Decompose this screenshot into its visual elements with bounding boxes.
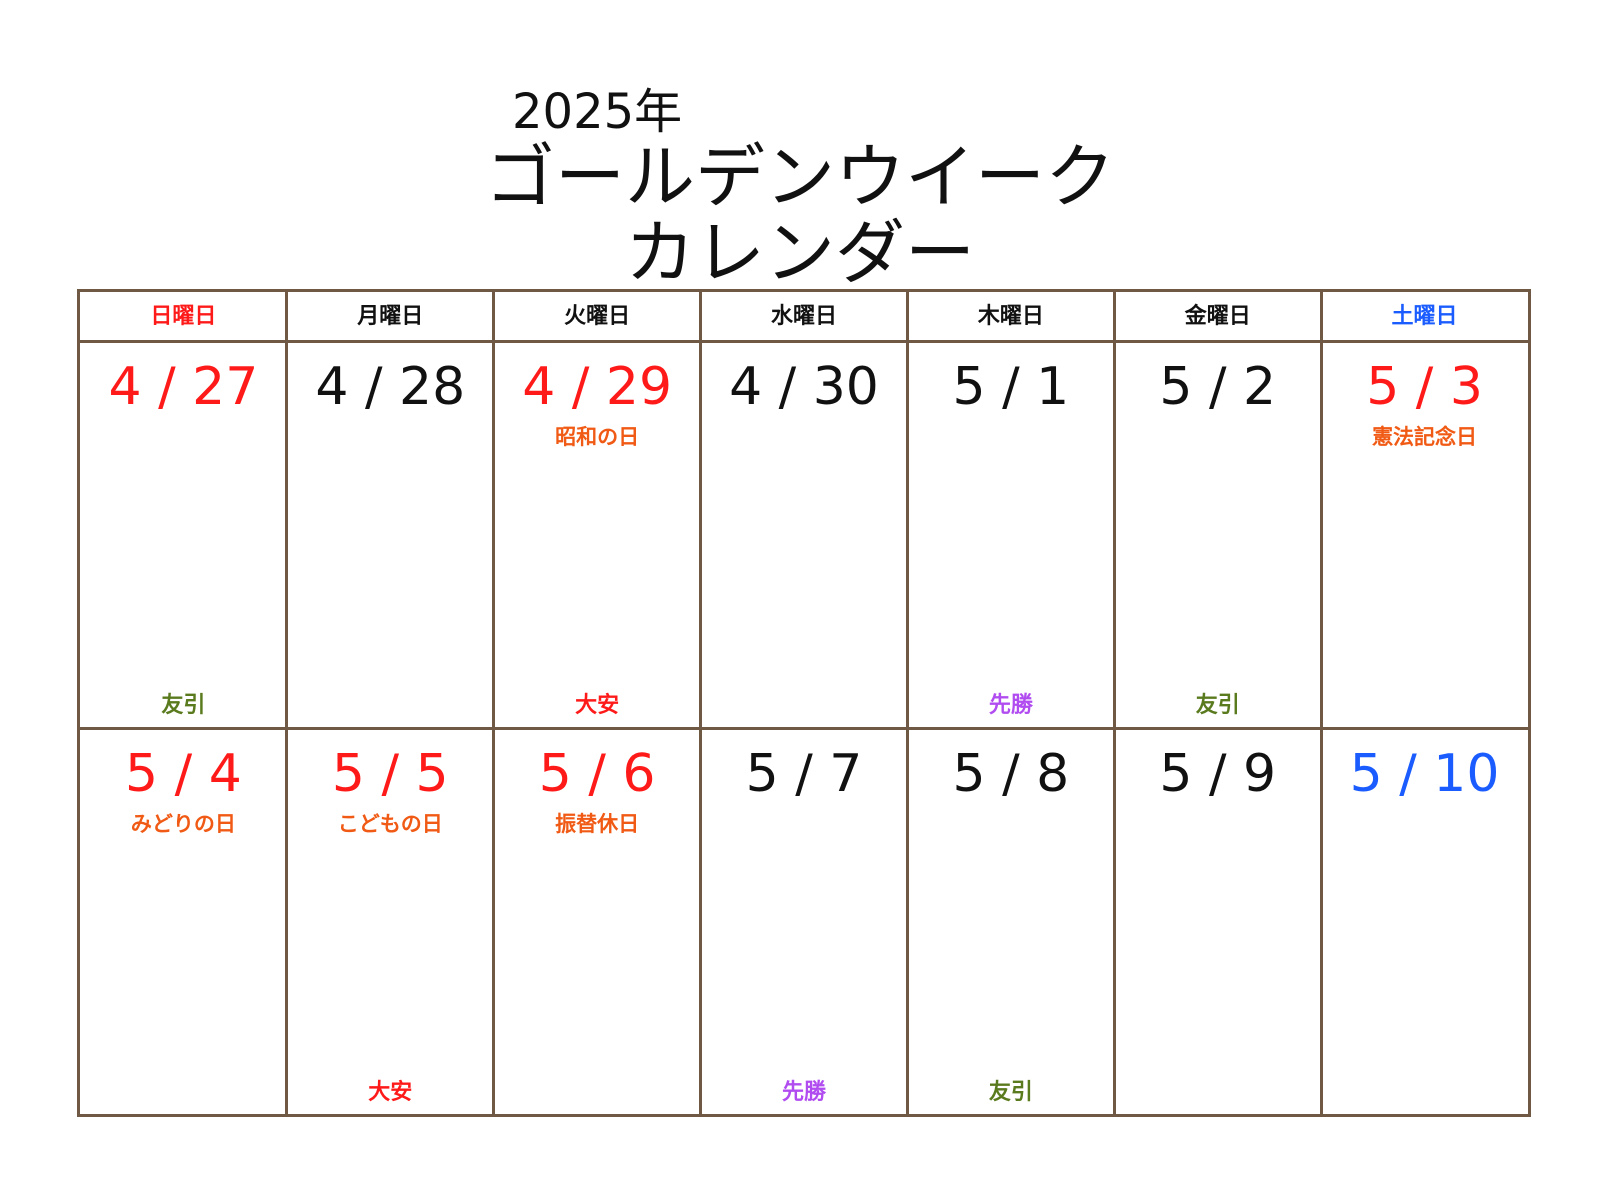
- calendar-title-line2: カレンダー: [625, 212, 975, 294]
- weekday-header: 土曜日: [1391, 304, 1458, 329]
- calendar-grid: 日曜日 月曜日 火曜日 水曜日 木曜日 金曜日 土曜日 4 / 27 友引 4 / 28 4 / 2…: [77, 289, 1531, 1117]
- holiday-name: 昭和の日: [555, 425, 640, 449]
- grid-hline: [80, 727, 1528, 730]
- rokuyo-label: 友引: [1195, 693, 1240, 718]
- rokuyo-label: 先勝: [781, 1080, 826, 1105]
- day-date: 5 / 2: [1159, 357, 1277, 417]
- day-cell: 5 / 8 友引: [907, 730, 1114, 1114]
- weekday-header: 月曜日: [357, 304, 424, 329]
- day-date: 5 / 6: [538, 744, 656, 804]
- day-cell: 5 / 1 先勝: [907, 343, 1114, 727]
- grid-vline: [492, 292, 496, 1114]
- rokuyo-label: 大安: [575, 693, 620, 718]
- day-date: 5 / 4: [125, 744, 242, 804]
- day-date: 4 / 30: [729, 357, 879, 417]
- weekday-header: 水曜日: [770, 304, 837, 329]
- day-date: 4 / 28: [315, 357, 466, 417]
- day-date: 4 / 29: [522, 357, 673, 417]
- day-cell: 5 / 4 みどりの日: [80, 730, 287, 1114]
- day-cell: 4 / 28: [287, 343, 494, 727]
- weekday-header: 日曜日: [150, 304, 217, 329]
- grid-vline: [1319, 292, 1323, 1114]
- day-date: 5 / 8: [952, 744, 1070, 804]
- day-date: 5 / 10: [1349, 744, 1500, 804]
- day-date: 5 / 5: [331, 744, 449, 804]
- day-cell: 4 / 30: [701, 343, 908, 727]
- day-cell: 5 / 9: [1114, 730, 1321, 1114]
- grid-vline: [285, 292, 289, 1114]
- grid-vline: [1112, 292, 1116, 1114]
- day-date: 5 / 1: [952, 357, 1070, 417]
- grid-vline: [905, 292, 909, 1114]
- holiday-name: 憲法記念日: [1372, 425, 1478, 449]
- calendar-title-line1: ゴールデンウイーク: [485, 136, 1115, 218]
- day-date: 5 / 9: [1159, 744, 1277, 804]
- calendar-year: 2025年: [512, 84, 683, 140]
- day-cell: 5 / 2 友引: [1114, 343, 1321, 727]
- holiday-name: 振替休日: [555, 812, 640, 836]
- day-cell: 5 / 6 振替休日: [494, 730, 701, 1114]
- weekday-header: 木曜日: [977, 304, 1044, 329]
- weekday-header: 火曜日: [564, 304, 631, 329]
- rokuyo-label: 大安: [368, 1080, 413, 1105]
- rokuyo-label: 先勝: [988, 693, 1033, 718]
- day-date: 5 / 7: [745, 744, 863, 804]
- day-date: 5 / 3: [1366, 357, 1483, 417]
- rokuyo-label: 友引: [161, 693, 206, 718]
- day-cell: 5 / 3 憲法記念日: [1321, 343, 1528, 727]
- holiday-name: こどもの日: [337, 812, 443, 836]
- day-date: 4 / 27: [108, 357, 259, 417]
- weekday-header: 金曜日: [1184, 304, 1251, 329]
- grid-vline: [699, 292, 703, 1114]
- day-cell: 5 / 5 こどもの日大安: [287, 730, 494, 1114]
- day-cell: 5 / 7 先勝: [701, 730, 908, 1114]
- holiday-name: みどりの日: [130, 812, 236, 836]
- day-cell: 4 / 27 友引: [80, 343, 287, 727]
- day-cell: 4 / 29 昭和の日大安: [494, 343, 701, 727]
- rokuyo-label: 友引: [988, 1080, 1033, 1105]
- grid-hline: [80, 340, 1528, 343]
- day-cell: 5 / 10: [1321, 730, 1528, 1114]
